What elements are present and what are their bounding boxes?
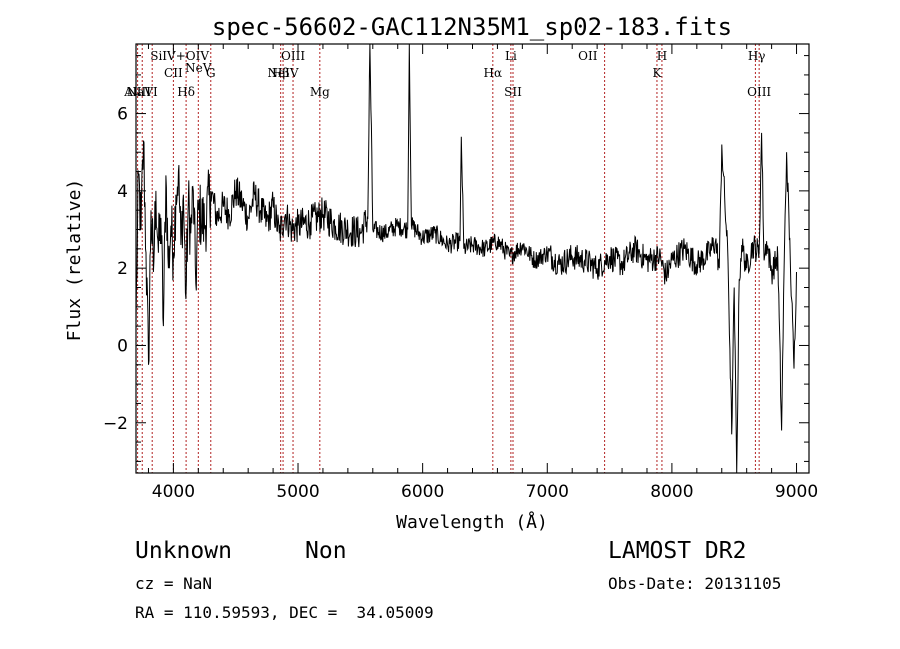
marker-label-12: Li [505, 49, 517, 63]
x-tick-label-3: 7000 [526, 482, 569, 502]
marker-label-13: SII [504, 85, 522, 99]
chart-title: spec-56602-GAC112N35M1_sp02-183.fits [212, 13, 732, 41]
coordinates: RA = 110.59593, DEC = 34.05009 [135, 603, 434, 622]
x-tick-label-5: 9000 [775, 482, 818, 502]
marker-label-7: OIII [281, 49, 305, 63]
redshift-cz: cz = NaN [135, 574, 213, 593]
marker-label-2: SiIV+OIV [150, 49, 209, 63]
x-tick-label-4: 8000 [650, 482, 693, 502]
y-tick-label-1: 0 [117, 336, 128, 356]
marker-label-11: Hα [484, 66, 503, 80]
marker-label-3: CII [164, 66, 183, 80]
x-tick-label-0: 4000 [152, 482, 195, 502]
y-tick-label-4: 6 [117, 105, 128, 125]
object-subclass: Non [305, 538, 347, 564]
marker-label-0: AlIII [123, 85, 151, 99]
plot-area [136, 44, 797, 473]
marker-label-8: NeIV [268, 66, 299, 80]
y-axis-label: Flux (relative) [64, 179, 85, 342]
marker-label-10: Mg [310, 85, 330, 99]
marker-label-5: G [206, 66, 216, 80]
marker-label-15: K [652, 66, 662, 80]
marker-label-18: OIII [747, 85, 771, 99]
marker-label-1: NaVI [127, 85, 158, 99]
marker-label-14: OII [578, 49, 598, 63]
marker-label-4: Hδ [177, 85, 195, 99]
survey-name: LAMOST DR2 [608, 538, 747, 564]
axes: 4000 5000 6000 7000 8000 9000 −2 0 2 4 6 [103, 43, 818, 502]
object-class: Unknown [135, 538, 232, 564]
x-tick-label-1: 5000 [276, 482, 319, 502]
spectrum-line [136, 44, 797, 473]
observation-date: Obs-Date: 20131105 [608, 574, 782, 593]
marker-label-6: NeV [185, 61, 212, 75]
marker-label-16: H [657, 49, 667, 63]
x-tick-label-2: 6000 [401, 482, 444, 502]
y-tick-label-3: 4 [117, 182, 128, 202]
y-tick-label-0: −2 [103, 414, 128, 434]
plot-frame [135, 43, 810, 474]
marker-label-17: Hγ [748, 49, 766, 63]
marker-label-9: Hβ [272, 66, 289, 80]
x-axis-label: Wavelength (Å) [396, 511, 548, 533]
y-tick-label-2: 2 [117, 259, 128, 279]
